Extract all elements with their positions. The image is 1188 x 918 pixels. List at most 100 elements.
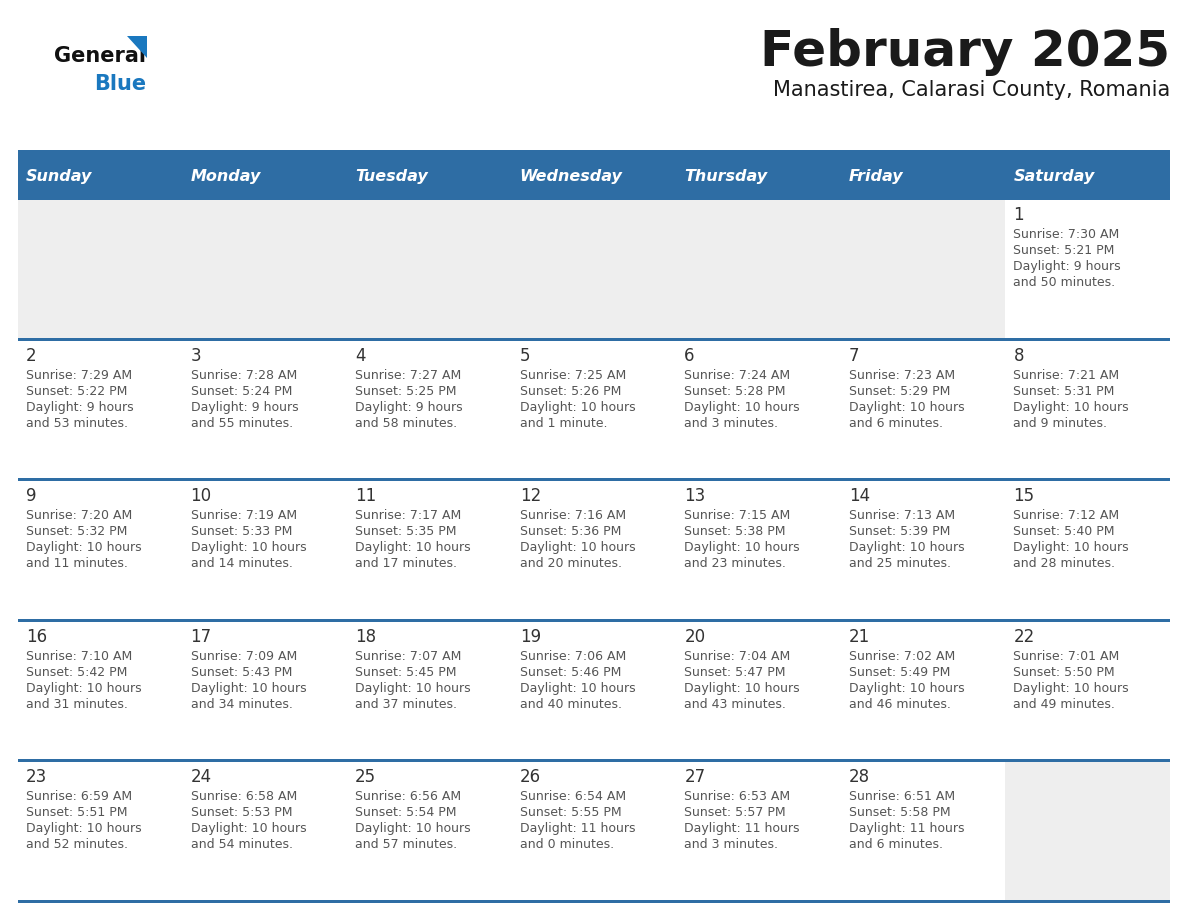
Text: Daylight: 10 hours: Daylight: 10 hours xyxy=(684,400,800,414)
Text: 16: 16 xyxy=(26,628,48,645)
Bar xyxy=(18,197,1170,200)
Bar xyxy=(512,341,676,478)
Bar xyxy=(512,200,676,338)
Text: and 3 minutes.: and 3 minutes. xyxy=(684,838,778,851)
Text: and 54 minutes.: and 54 minutes. xyxy=(190,838,292,851)
Text: Daylight: 11 hours: Daylight: 11 hours xyxy=(519,823,636,835)
Text: Sunrise: 7:13 AM: Sunrise: 7:13 AM xyxy=(849,509,955,522)
Text: Sunset: 5:46 PM: Sunset: 5:46 PM xyxy=(519,666,621,678)
Bar xyxy=(841,621,1005,759)
Text: Thursday: Thursday xyxy=(684,169,767,184)
Text: 18: 18 xyxy=(355,628,377,645)
Text: Sunday: Sunday xyxy=(26,169,93,184)
Text: Sunrise: 7:19 AM: Sunrise: 7:19 AM xyxy=(190,509,297,522)
Text: Sunrise: 7:23 AM: Sunrise: 7:23 AM xyxy=(849,369,955,382)
Text: 6: 6 xyxy=(684,347,695,364)
Text: 27: 27 xyxy=(684,768,706,787)
Bar xyxy=(1005,481,1170,619)
Text: and 53 minutes.: and 53 minutes. xyxy=(26,417,128,430)
Text: Manastirea, Calarasi County, Romania: Manastirea, Calarasi County, Romania xyxy=(772,80,1170,100)
Text: 3: 3 xyxy=(190,347,201,364)
Text: 28: 28 xyxy=(849,768,870,787)
Bar xyxy=(18,900,1170,903)
Text: and 11 minutes.: and 11 minutes. xyxy=(26,557,128,570)
Text: and 17 minutes.: and 17 minutes. xyxy=(355,557,457,570)
Text: Sunset: 5:42 PM: Sunset: 5:42 PM xyxy=(26,666,127,678)
Text: 2: 2 xyxy=(26,347,37,364)
Bar xyxy=(18,763,183,900)
Bar xyxy=(183,200,347,338)
Text: Sunrise: 6:54 AM: Sunrise: 6:54 AM xyxy=(519,790,626,803)
Text: 10: 10 xyxy=(190,487,211,505)
Text: Daylight: 10 hours: Daylight: 10 hours xyxy=(190,542,307,554)
Text: Daylight: 10 hours: Daylight: 10 hours xyxy=(355,542,470,554)
Bar xyxy=(18,621,183,759)
Text: and 0 minutes.: and 0 minutes. xyxy=(519,838,614,851)
Text: Daylight: 9 hours: Daylight: 9 hours xyxy=(190,400,298,414)
Text: Daylight: 10 hours: Daylight: 10 hours xyxy=(849,542,965,554)
Text: Wednesday: Wednesday xyxy=(519,169,623,184)
Text: Tuesday: Tuesday xyxy=(355,169,428,184)
Bar xyxy=(18,478,1170,481)
Text: Daylight: 10 hours: Daylight: 10 hours xyxy=(684,542,800,554)
Text: Sunrise: 6:59 AM: Sunrise: 6:59 AM xyxy=(26,790,132,803)
Text: and 20 minutes.: and 20 minutes. xyxy=(519,557,621,570)
Text: February 2025: February 2025 xyxy=(760,28,1170,76)
Text: Sunrise: 7:15 AM: Sunrise: 7:15 AM xyxy=(684,509,790,522)
Text: Daylight: 10 hours: Daylight: 10 hours xyxy=(519,542,636,554)
Text: Sunset: 5:31 PM: Sunset: 5:31 PM xyxy=(1013,385,1114,397)
Bar xyxy=(347,200,512,338)
Text: Sunset: 5:57 PM: Sunset: 5:57 PM xyxy=(684,806,786,820)
Text: and 55 minutes.: and 55 minutes. xyxy=(190,417,292,430)
Text: Sunset: 5:43 PM: Sunset: 5:43 PM xyxy=(190,666,292,678)
Text: 23: 23 xyxy=(26,768,48,787)
Text: Sunrise: 7:01 AM: Sunrise: 7:01 AM xyxy=(1013,650,1119,663)
Text: Sunrise: 6:58 AM: Sunrise: 6:58 AM xyxy=(190,790,297,803)
Text: Sunset: 5:32 PM: Sunset: 5:32 PM xyxy=(26,525,127,538)
Text: 24: 24 xyxy=(190,768,211,787)
Text: Sunset: 5:29 PM: Sunset: 5:29 PM xyxy=(849,385,950,397)
Text: Sunrise: 7:16 AM: Sunrise: 7:16 AM xyxy=(519,509,626,522)
Text: Sunrise: 7:10 AM: Sunrise: 7:10 AM xyxy=(26,650,132,663)
Text: and 52 minutes.: and 52 minutes. xyxy=(26,838,128,851)
Text: and 14 minutes.: and 14 minutes. xyxy=(190,557,292,570)
Text: Sunset: 5:53 PM: Sunset: 5:53 PM xyxy=(190,806,292,820)
Bar xyxy=(676,481,841,619)
Text: Daylight: 10 hours: Daylight: 10 hours xyxy=(1013,400,1129,414)
Text: Blue: Blue xyxy=(94,74,146,94)
Text: 11: 11 xyxy=(355,487,377,505)
Bar xyxy=(676,763,841,900)
Bar xyxy=(841,200,1005,338)
Text: Sunrise: 7:12 AM: Sunrise: 7:12 AM xyxy=(1013,509,1119,522)
Text: and 49 minutes.: and 49 minutes. xyxy=(1013,698,1116,711)
Text: Daylight: 10 hours: Daylight: 10 hours xyxy=(190,823,307,835)
Text: and 3 minutes.: and 3 minutes. xyxy=(684,417,778,430)
Text: Sunset: 5:35 PM: Sunset: 5:35 PM xyxy=(355,525,456,538)
Text: and 58 minutes.: and 58 minutes. xyxy=(355,417,457,430)
Text: Daylight: 10 hours: Daylight: 10 hours xyxy=(355,823,470,835)
Text: 13: 13 xyxy=(684,487,706,505)
Text: Daylight: 11 hours: Daylight: 11 hours xyxy=(684,823,800,835)
Text: Sunset: 5:21 PM: Sunset: 5:21 PM xyxy=(1013,244,1114,257)
Bar xyxy=(18,155,1170,197)
Text: Saturday: Saturday xyxy=(1013,169,1094,184)
Bar xyxy=(18,341,183,478)
Text: 26: 26 xyxy=(519,768,541,787)
Text: Friday: Friday xyxy=(849,169,904,184)
Text: Sunrise: 7:20 AM: Sunrise: 7:20 AM xyxy=(26,509,132,522)
Bar xyxy=(841,341,1005,478)
Text: 9: 9 xyxy=(26,487,37,505)
Bar xyxy=(183,341,347,478)
Text: Sunrise: 7:02 AM: Sunrise: 7:02 AM xyxy=(849,650,955,663)
Text: Sunrise: 7:17 AM: Sunrise: 7:17 AM xyxy=(355,509,461,522)
Polygon shape xyxy=(127,36,147,58)
Bar xyxy=(18,759,1170,763)
Text: Sunrise: 7:21 AM: Sunrise: 7:21 AM xyxy=(1013,369,1119,382)
Text: Sunset: 5:24 PM: Sunset: 5:24 PM xyxy=(190,385,292,397)
Text: 4: 4 xyxy=(355,347,366,364)
Bar xyxy=(1005,763,1170,900)
Text: Sunset: 5:33 PM: Sunset: 5:33 PM xyxy=(190,525,292,538)
Text: Daylight: 10 hours: Daylight: 10 hours xyxy=(26,542,141,554)
Text: Sunrise: 6:56 AM: Sunrise: 6:56 AM xyxy=(355,790,461,803)
Text: Sunrise: 7:27 AM: Sunrise: 7:27 AM xyxy=(355,369,461,382)
